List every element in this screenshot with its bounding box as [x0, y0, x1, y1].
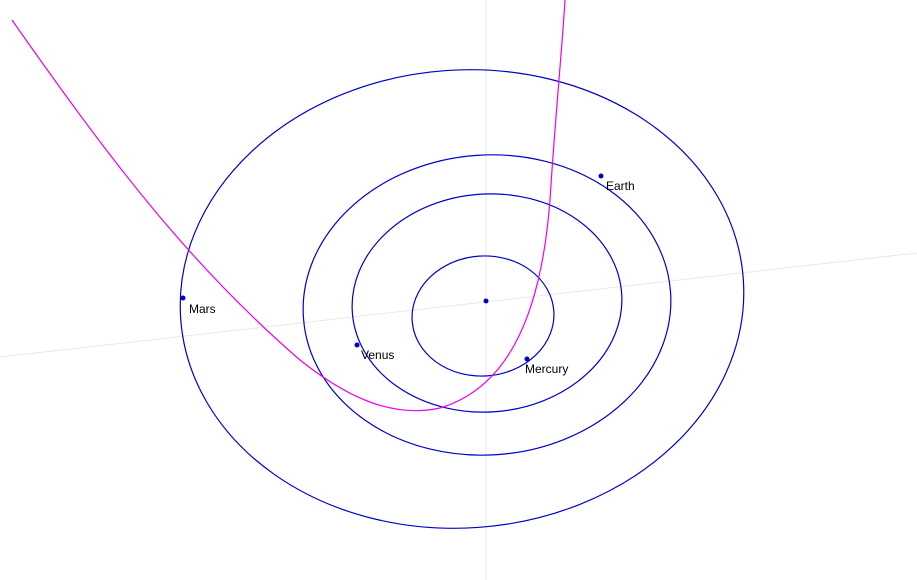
comet-trajectory [11, 0, 566, 412]
planet-label: Mars [189, 302, 216, 316]
planet-mars[interactable]: Mars [180, 295, 216, 317]
sun-marker [483, 298, 489, 304]
planet-mercury[interactable]: Mercury [524, 356, 569, 377]
planet-dot [180, 295, 186, 301]
planet-label: Earth [606, 179, 635, 193]
orbit-mercury [411, 255, 555, 377]
planet-label: Mercury [525, 362, 568, 376]
planet-label: Venus [361, 348, 394, 362]
orbit-mars [179, 69, 745, 529]
planet-venus[interactable]: Venus [354, 342, 395, 363]
orbit-earth [302, 154, 672, 456]
planet-dot [354, 342, 360, 348]
planet-dot [524, 356, 530, 362]
planet-dot [598, 173, 604, 179]
orbit-venus [351, 193, 623, 413]
horizontal-axis [0, 252, 917, 358]
planet-earth[interactable]: Earth [598, 173, 635, 194]
